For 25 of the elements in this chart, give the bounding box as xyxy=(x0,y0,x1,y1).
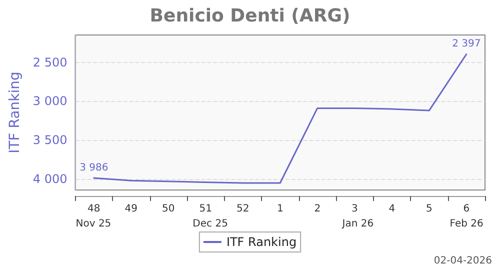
text: 02-04-2026 xyxy=(434,256,492,266)
x-tick-label: 5 xyxy=(426,204,432,214)
x-tick-label: 52 xyxy=(236,204,250,214)
chart-title: Benicio Denti (ARG) xyxy=(150,6,350,26)
x-tick-label: 50 xyxy=(162,204,175,214)
x-tick-label: 48 xyxy=(88,204,100,214)
x-tick-label: 51 xyxy=(199,204,212,214)
data-label: 2 397 xyxy=(452,38,481,50)
x-tick-label: 3 xyxy=(351,204,358,214)
y-axis-title: ITF Ranking xyxy=(7,72,23,154)
legend-label: ITF Ranking xyxy=(226,235,297,249)
data-label: 3 986 xyxy=(80,162,108,174)
x-tick-label: 4 xyxy=(388,204,396,214)
x-tick-label: 1 xyxy=(276,204,284,214)
x-tick-label: 2 xyxy=(314,204,321,214)
text: Nov 25 xyxy=(76,218,112,230)
y-tick-label: 2 500 xyxy=(32,55,68,70)
y-tick-label: 3 000 xyxy=(32,94,68,108)
y-tick-label: 3 500 xyxy=(32,133,68,148)
text: Dec 25 xyxy=(192,218,228,230)
text: Jan 26 xyxy=(341,218,374,230)
x-tick-label: 49 xyxy=(124,204,138,214)
x-tick-label: 6 xyxy=(463,204,470,214)
text: Feb 26 xyxy=(450,218,484,230)
y-tick-label: 4 000 xyxy=(32,172,68,186)
